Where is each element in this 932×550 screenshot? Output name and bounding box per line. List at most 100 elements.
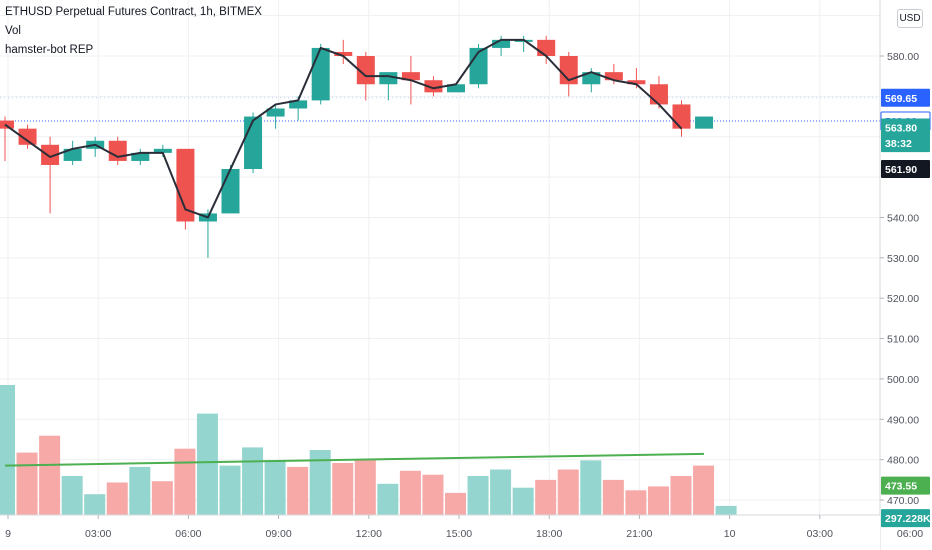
volume-bar xyxy=(467,476,489,515)
candle-body[interactable] xyxy=(221,169,240,214)
price-label-text: 563.80 xyxy=(885,122,917,134)
candle-body[interactable] xyxy=(492,39,511,48)
candle-body[interactable] xyxy=(672,104,691,129)
candle-body[interactable] xyxy=(604,72,623,81)
candle-body[interactable] xyxy=(153,148,172,153)
volume-bar xyxy=(332,463,354,515)
volume-bar xyxy=(422,474,444,515)
volume-bar xyxy=(377,483,399,515)
chart-legend: ETHUSD Perpetual Futures Contract, 1h, B… xyxy=(5,3,262,60)
volume-bar xyxy=(535,479,557,515)
candle-body[interactable] xyxy=(41,144,60,165)
volume-bar xyxy=(264,460,286,515)
time-tick-label: 06:00 xyxy=(175,528,201,540)
volume-bar xyxy=(61,476,83,515)
volume-bar xyxy=(602,479,624,515)
price-label-text: 561.90 xyxy=(885,164,917,176)
volume-bar xyxy=(242,447,264,515)
volume-bar xyxy=(0,385,15,515)
price-tick-label: 470.00 xyxy=(887,495,919,507)
price-tick-label: 480.00 xyxy=(887,455,919,467)
volume-bar xyxy=(309,450,331,515)
time-tick-label: 21:00 xyxy=(626,528,652,540)
time-tick-label: 03:00 xyxy=(807,528,833,540)
time-tick-label: 03:00 xyxy=(85,528,111,540)
candle-body[interactable] xyxy=(649,84,668,105)
indicator-line xyxy=(4,38,683,219)
price-label-tag xyxy=(881,88,930,107)
price-tick-label: 520.00 xyxy=(887,293,919,305)
candle-body[interactable] xyxy=(266,108,285,117)
candle-body[interactable] xyxy=(244,116,263,170)
volume-bar xyxy=(219,465,241,515)
volume-bar xyxy=(557,469,579,515)
currency-button[interactable]: USD xyxy=(897,9,923,28)
volume-bar xyxy=(399,470,421,515)
legend-volume[interactable]: Vol xyxy=(5,25,21,37)
volume-bar xyxy=(16,452,38,515)
time-tick-label: 06:00 xyxy=(897,528,923,540)
volume-bar xyxy=(354,459,376,515)
candle-body[interactable] xyxy=(289,100,308,109)
candle-body[interactable] xyxy=(695,116,714,129)
price-tick-label: 580.00 xyxy=(887,51,919,63)
candle-body[interactable] xyxy=(447,84,465,93)
time-tick-label: 09:00 xyxy=(265,528,291,540)
time-tick-label: 15:00 xyxy=(446,528,472,540)
volume-bar xyxy=(670,476,692,515)
candle-body[interactable] xyxy=(176,148,195,222)
price-label-tag xyxy=(881,509,930,528)
price-axis-background xyxy=(880,0,932,550)
price-label-text: 38:32 xyxy=(885,138,912,150)
volume-bar xyxy=(647,486,669,515)
volume-bar xyxy=(174,448,196,515)
volume-bar xyxy=(39,435,61,515)
time-axis-background xyxy=(0,515,880,550)
candle-body[interactable] xyxy=(627,80,646,85)
volume-bar xyxy=(196,413,218,515)
volume-bar xyxy=(151,481,173,515)
candle-body[interactable] xyxy=(582,72,601,85)
legend-indicator[interactable]: hamster-bot REP xyxy=(5,44,94,56)
candle-body[interactable] xyxy=(311,47,330,101)
candle-body[interactable] xyxy=(63,148,82,161)
volume-bar xyxy=(445,492,466,515)
volume-bar xyxy=(512,487,534,515)
price-tick-label: 500.00 xyxy=(887,374,919,386)
price-label-tag xyxy=(881,160,930,179)
volume-ma-line xyxy=(4,452,705,467)
volume-bar xyxy=(287,466,309,515)
candle-body[interactable] xyxy=(131,152,150,161)
price-tick-label: 490.00 xyxy=(887,414,919,426)
candle-body[interactable] xyxy=(334,51,353,56)
time-tick-label: 18:00 xyxy=(536,528,562,540)
price-label-tag xyxy=(881,476,930,495)
candle-body[interactable] xyxy=(18,128,37,145)
price-label-text: 473.55 xyxy=(885,481,917,493)
candle-body[interactable] xyxy=(401,72,420,81)
price-tick-label: 530.00 xyxy=(887,253,919,265)
legend-symbol[interactable]: ETHUSD Perpetual Futures Contract, 1h, B… xyxy=(5,6,262,18)
candle-body[interactable] xyxy=(424,80,443,93)
price-tick-label: 510.00 xyxy=(887,334,919,346)
candle-body[interactable] xyxy=(559,56,578,85)
candle-body[interactable] xyxy=(356,56,375,85)
candle-body[interactable] xyxy=(108,140,127,161)
volume-bar xyxy=(84,494,106,515)
volume-bar xyxy=(129,466,151,515)
price-label-text: 569.65 xyxy=(885,93,917,105)
price-label-text: 297.228K xyxy=(885,513,931,525)
candle-body[interactable] xyxy=(379,72,398,85)
time-tick-label: 10 xyxy=(724,528,736,540)
volume-bar xyxy=(693,465,715,515)
time-tick-label: 9 xyxy=(5,528,11,540)
volume-bar xyxy=(580,460,602,515)
volume-bar xyxy=(106,482,128,515)
candle-body[interactable] xyxy=(0,120,14,129)
price-label-tag xyxy=(881,118,930,137)
candle-body[interactable] xyxy=(537,39,556,56)
volume-bar xyxy=(715,505,737,515)
price-tick-label: 540.00 xyxy=(887,212,919,224)
